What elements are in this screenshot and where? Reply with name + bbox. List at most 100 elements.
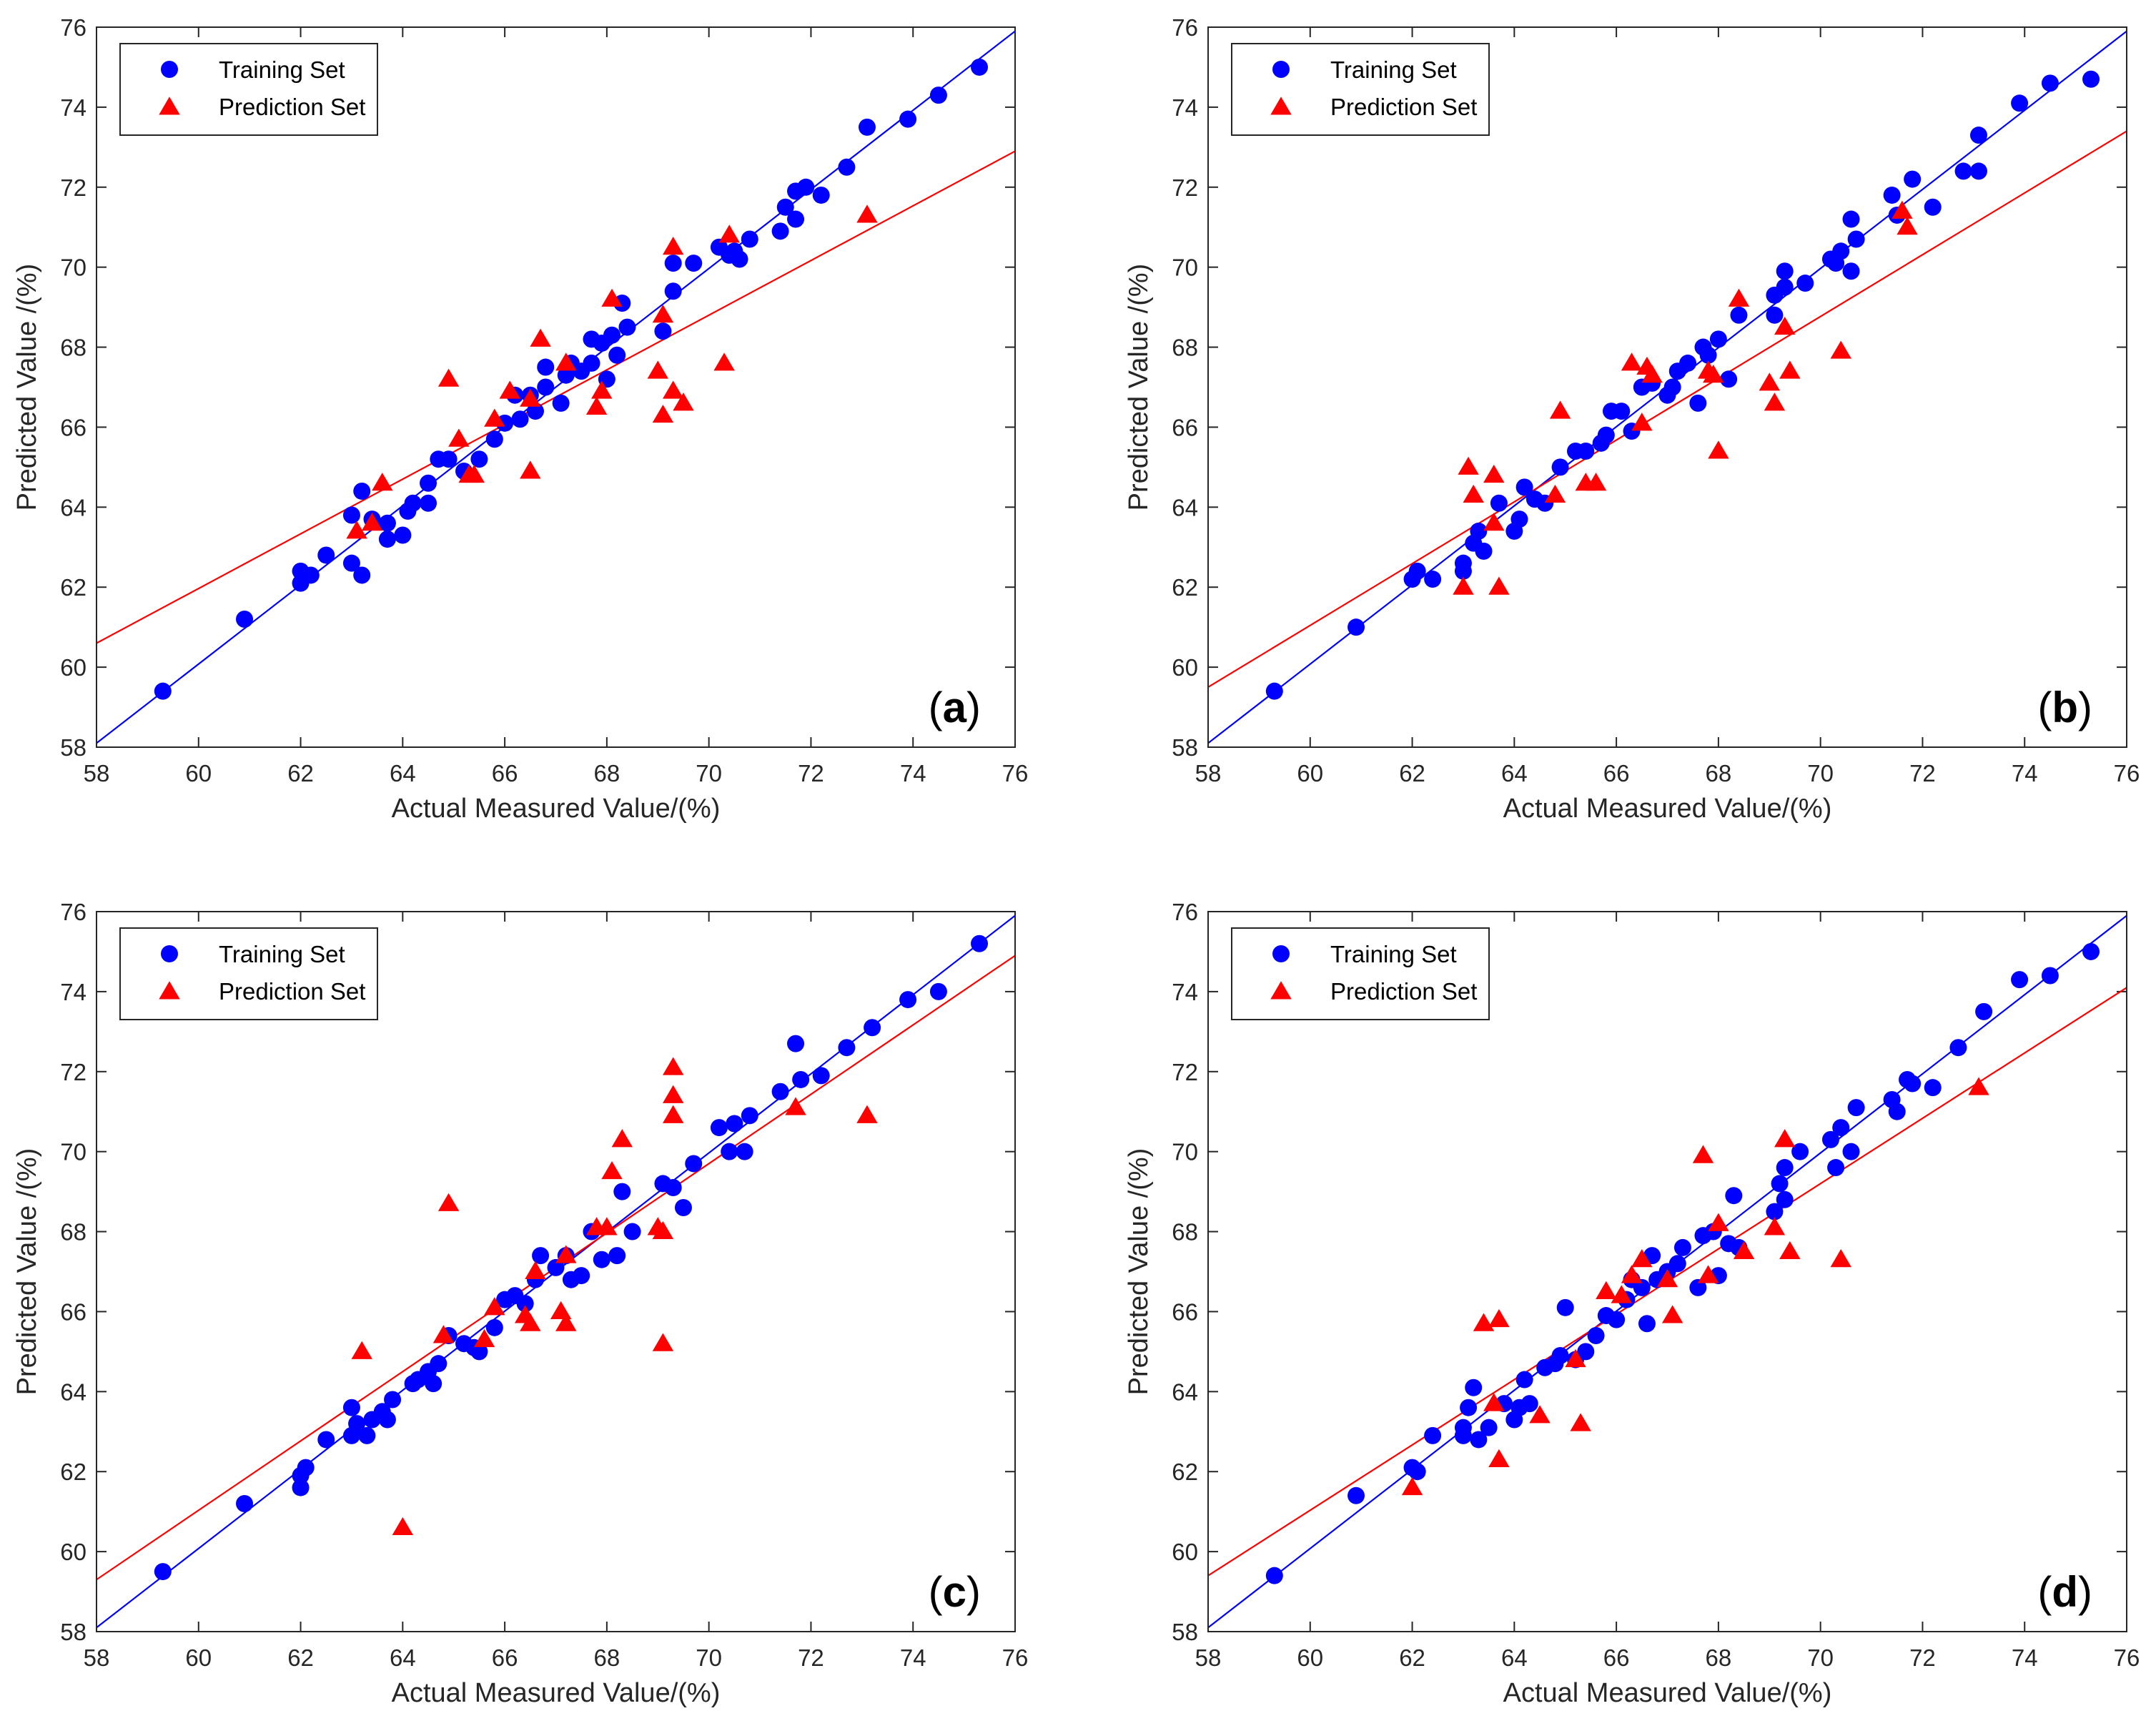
y-tick-label: 70 (60, 255, 86, 281)
training-point (1551, 458, 1569, 476)
plot-area (1208, 914, 2127, 1629)
training-point (430, 1355, 447, 1373)
training-point (420, 494, 437, 512)
y-tick-label: 68 (60, 335, 86, 361)
legend-training-marker (1272, 61, 1290, 78)
prediction-point (1708, 1213, 1729, 1231)
prediction-point (1728, 288, 1750, 307)
training-point (1265, 682, 1283, 700)
training-point (526, 403, 544, 420)
training-point (485, 430, 503, 448)
prediction-point (1483, 1393, 1505, 1411)
panel-label: (a) (929, 684, 981, 731)
training-point (1465, 1379, 1483, 1396)
training-point (685, 1155, 703, 1173)
prediction-point (611, 1129, 633, 1148)
prediction-point (1692, 1145, 1714, 1163)
x-tick-label: 64 (1501, 1644, 1528, 1671)
training-point (537, 378, 555, 396)
training-point (812, 1067, 830, 1085)
training-point (470, 450, 488, 468)
training-point (1520, 1395, 1538, 1413)
y-tick-label: 70 (60, 1139, 86, 1165)
training-point (420, 474, 437, 492)
x-tick-label: 76 (2114, 1644, 2140, 1671)
x-tick-label: 60 (1297, 760, 1323, 786)
training-point (710, 1119, 728, 1137)
training-point (899, 110, 917, 128)
legend-box (119, 43, 378, 136)
training-point (664, 255, 682, 272)
x-tick-label: 62 (287, 1644, 314, 1671)
panel-label-letter: b (2052, 684, 2078, 731)
x-tick-label: 58 (84, 1644, 110, 1671)
training-point (1633, 1278, 1651, 1296)
prediction-point (1779, 360, 1801, 379)
panel-label-letter: d (2052, 1568, 2078, 1616)
x-tick-label: 74 (2012, 760, 2038, 786)
prediction-point (647, 360, 668, 379)
y-tick-label: 68 (1172, 1219, 1198, 1246)
prediction-point (591, 380, 613, 399)
x-tick-label: 76 (1002, 760, 1029, 786)
training-point (342, 1399, 360, 1416)
training-point (1515, 1371, 1533, 1389)
legend-prediction-marker (1270, 97, 1292, 115)
training-point (1490, 494, 1508, 512)
x-tick-label: 72 (798, 760, 824, 786)
training-point (1608, 1311, 1626, 1328)
prediction-point (1703, 365, 1724, 383)
prediction-point (1892, 200, 1913, 219)
legend-training-label: Training Set (219, 941, 345, 967)
legend-prediction-marker (159, 97, 180, 115)
y-tick-label: 66 (1172, 1298, 1198, 1325)
training-point (1904, 1075, 1922, 1093)
training-point (1556, 1298, 1574, 1316)
y-tick-label: 62 (60, 1459, 86, 1485)
y-tick-label: 72 (1172, 174, 1198, 201)
legend-prediction-marker (1270, 981, 1292, 1000)
prediction-point (346, 521, 367, 539)
training-point (317, 1431, 335, 1449)
x-tick-label: 58 (1195, 760, 1222, 786)
x-axis-label: Actual Measured Value/(%) (392, 1678, 721, 1708)
training-point (654, 322, 672, 340)
prediction-point (351, 1341, 372, 1359)
x-tick-label: 62 (1399, 760, 1425, 786)
training-point (1975, 1002, 1993, 1020)
legend-prediction-label: Prediction Set (219, 978, 365, 1005)
x-tick-label: 60 (185, 760, 212, 786)
prediction-point (1463, 484, 1484, 503)
training-point (2011, 94, 2029, 112)
prediction-point (662, 1057, 684, 1075)
panel-label: (d) (2037, 1568, 2092, 1616)
training-point (302, 566, 320, 584)
y-tick-label: 72 (1172, 1059, 1198, 1085)
training-point (618, 318, 636, 336)
panel-label-letter: a (943, 684, 967, 731)
panel-b: 58 60 62 64 66 68 70 72 74 76 58 60 62 64 66 68 70 72 74 76… (1124, 14, 2140, 824)
training-point (929, 982, 947, 1000)
panel-label-letter: c (943, 1568, 966, 1616)
training-point (1821, 1130, 1839, 1148)
x-tick-label: 66 (1603, 1644, 1630, 1671)
prediction-point (1968, 1077, 1989, 1095)
training-point (236, 610, 254, 628)
training-point (792, 1070, 810, 1088)
training-point (1668, 1255, 1686, 1273)
prediction-point (520, 1313, 541, 1331)
training-point (470, 1343, 488, 1361)
y-tick-label: 74 (1172, 94, 1198, 121)
prediction-point (1830, 1249, 1851, 1268)
prediction-point (1897, 217, 1918, 235)
legend-prediction-label: Prediction Set (219, 94, 365, 120)
x-tick-label: 70 (696, 1644, 722, 1671)
y-tick-label: 64 (1172, 494, 1198, 521)
y-tick-label: 74 (60, 94, 86, 121)
prediction-point (1774, 316, 1796, 335)
training-point (547, 1258, 565, 1276)
x-tick-label: 64 (390, 1644, 416, 1671)
training-point (674, 1198, 692, 1216)
y-tick-label: 62 (1172, 1459, 1198, 1485)
legend: Training Set Prediction Set (1231, 43, 1490, 136)
